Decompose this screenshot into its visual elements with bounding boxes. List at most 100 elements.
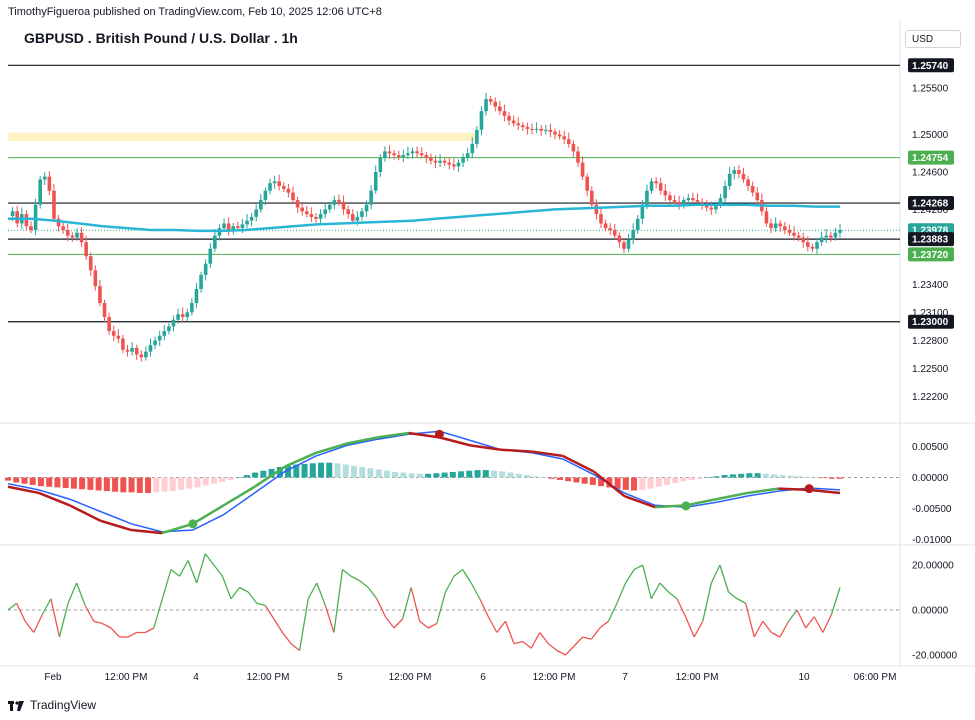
macd-histogram-bar [474, 470, 481, 478]
candle-body [603, 223, 608, 229]
macd-cross-marker [804, 484, 814, 494]
osc-line-segment [625, 569, 635, 584]
time-tick-label: 4 [193, 672, 199, 683]
candle-body [387, 151, 392, 154]
signal-line-segment [192, 504, 225, 525]
osc-line-segment [419, 620, 429, 629]
candle-body [369, 190, 373, 205]
osc-line-segment [144, 627, 155, 634]
candle-body [829, 235, 833, 238]
signal-line-segment [592, 470, 626, 498]
macd-histogram-bar [79, 477, 86, 490]
macd-histogram-bar [21, 477, 28, 484]
osc-line-segment [256, 602, 266, 607]
time-tick-label: 5 [337, 672, 343, 683]
signal-line-segment [809, 488, 841, 495]
candle-body [332, 200, 337, 205]
macd-histogram-bar [194, 477, 201, 488]
macd-histogram-bar [54, 477, 61, 488]
currency-selector[interactable]: USD [905, 30, 961, 48]
osc-line-segment [436, 591, 447, 624]
macd-histogram-bar [37, 477, 44, 487]
signal-line-segment [7, 485, 40, 495]
candle-body [557, 134, 562, 137]
osc-line-segment [281, 632, 292, 645]
signal-line-segment [500, 448, 532, 453]
candle-body [42, 176, 47, 180]
candle-body [548, 129, 553, 132]
tradingview-brand[interactable]: TradingView [8, 698, 96, 712]
candle-body [116, 335, 121, 339]
candle-body [249, 216, 254, 221]
time-tick-label: 12:00 PM [533, 672, 576, 683]
osc-line-segment [813, 616, 824, 633]
osc-line-segment [822, 614, 833, 633]
candle-body [364, 204, 369, 212]
candle-body [327, 204, 332, 210]
time-tick-label: Feb [44, 672, 62, 683]
osc-line-segment [805, 616, 815, 629]
price-tick-label: 1.24200 [912, 205, 949, 216]
candle-body [93, 270, 98, 287]
candle-body [801, 237, 806, 243]
osc-line-segment [719, 564, 730, 593]
osc-line-segment [479, 598, 489, 618]
macd-histogram-bar [103, 477, 110, 492]
candle-body [226, 223, 231, 231]
osc-line-segment [427, 622, 438, 629]
osc-line-segment [33, 614, 43, 633]
osc-line-segment [384, 616, 395, 629]
candle-body [263, 190, 268, 201]
signal-line-segment [778, 487, 810, 492]
candle-body [424, 155, 429, 158]
candle-body [622, 242, 626, 249]
macd-histogram-bar [383, 470, 390, 478]
candle-body [282, 186, 286, 189]
macd-histogram-bar [301, 463, 308, 478]
osc-line-segment [659, 582, 669, 593]
candle-body [429, 157, 433, 161]
candle-body [102, 303, 107, 318]
osc-line-segment [376, 598, 386, 618]
candle-body [401, 155, 406, 158]
macd-histogram-bar [581, 477, 588, 484]
osc-line-segment [693, 620, 704, 638]
macd-histogram-bar [771, 474, 778, 478]
osc-line-segment [264, 605, 275, 620]
macd-histogram-bar [762, 473, 769, 478]
macd-histogram-bar [515, 473, 522, 478]
osc-line-segment [273, 618, 284, 633]
candle-body [700, 201, 704, 205]
candle-body [461, 157, 465, 163]
candle-body [516, 123, 521, 126]
osc-line-segment [710, 564, 721, 584]
candle-body [654, 181, 658, 184]
osc-line-segment [504, 621, 515, 644]
candle-body [507, 115, 511, 121]
candle-body [539, 128, 544, 131]
candle-body [38, 179, 42, 205]
candle-body [470, 143, 475, 154]
candle-body [383, 151, 387, 158]
macd-histogram-bar [285, 465, 292, 478]
candle-body [171, 319, 176, 327]
osc-line-segment [547, 643, 558, 652]
price-tick-label: 1.22200 [912, 392, 949, 403]
candle-body [792, 232, 796, 236]
osc-line-segment [599, 620, 609, 629]
osc-line-segment [221, 576, 232, 599]
osc-line-segment [110, 627, 120, 638]
candle-body [727, 173, 732, 187]
candle-body [819, 237, 824, 243]
time-tick-label: 10 [798, 672, 810, 683]
candle-body [645, 190, 649, 205]
candle-body [833, 232, 838, 238]
candle-body [484, 98, 488, 112]
candle-body [668, 195, 672, 201]
osc-line-segment [58, 603, 69, 638]
candle-body [176, 314, 180, 320]
price-tick-label: 1.22800 [912, 336, 949, 347]
osc-tick-label: 0.00000 [912, 606, 949, 617]
candle-body [70, 235, 75, 238]
